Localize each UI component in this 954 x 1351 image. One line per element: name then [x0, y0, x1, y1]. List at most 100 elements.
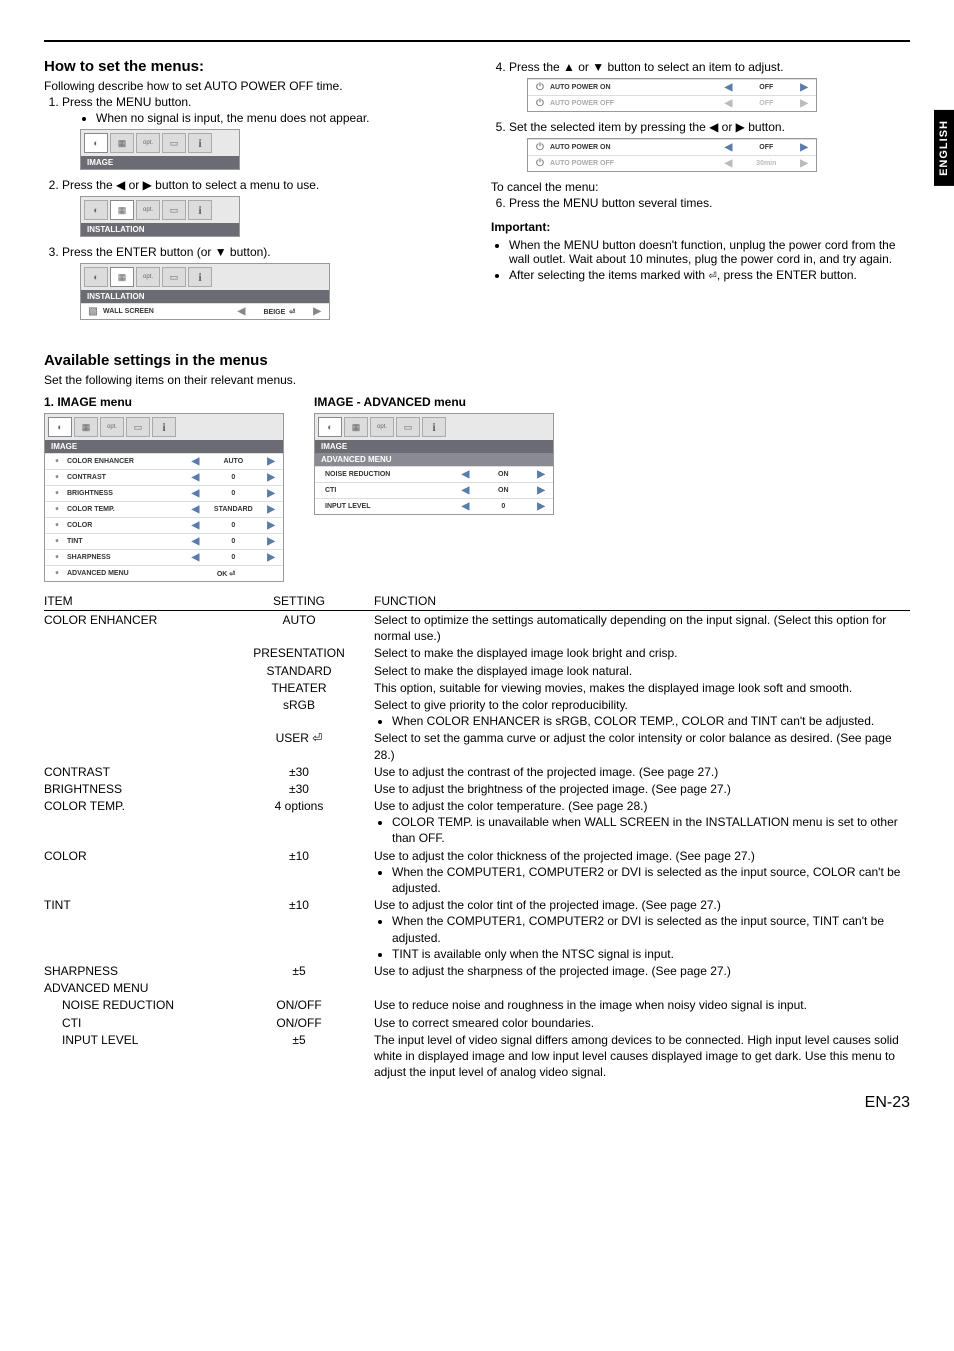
row-label: WALL SCREEN	[101, 308, 234, 315]
cell-item: INPUT LEVEL	[44, 1032, 234, 1081]
cell-item	[44, 663, 234, 679]
menu-a-title: 1. IMAGE menu	[44, 395, 284, 409]
settings-row: PRESENTATIONSelect to make the displayed…	[44, 645, 910, 661]
settings-row: USER ⏎Select to set the gamma curve or a…	[44, 730, 910, 762]
row-label: AUTO POWER OFF	[548, 100, 721, 107]
cancel-title: To cancel the menu:	[491, 180, 910, 194]
right-arrow-icon: ▶	[263, 456, 279, 467]
cell-function: Select to give priority to the color rep…	[364, 697, 910, 729]
important-2: After selecting the items marked with ⏎,…	[509, 268, 910, 282]
menu-row: •BRIGHTNESS◀0▶	[45, 485, 283, 501]
row-label: COLOR ENHANCER	[65, 458, 188, 465]
cell-item	[44, 680, 234, 696]
tab-icon	[100, 417, 124, 437]
right-column: Press the ▲ or ▼ button to select an ite…	[491, 58, 910, 328]
cell-setting: ±10	[234, 848, 364, 897]
wall-icon: ▧	[85, 306, 101, 317]
enter-icon: ⏎	[708, 271, 716, 282]
row-icon: •	[49, 536, 65, 547]
tab-icon	[136, 133, 160, 153]
cell-item: ADVANCED MENU	[44, 980, 234, 996]
intro-text: Following describe how to set AUTO POWER…	[44, 79, 463, 93]
row-value: 0	[203, 474, 263, 481]
left-arrow-icon: ◀	[721, 158, 737, 169]
tab-icon: ◐	[84, 133, 108, 153]
menu-row: ⏻ AUTO POWER ON ◀ OFF ▶	[528, 79, 816, 95]
menu-row: •SHARPNESS◀0▶	[45, 549, 283, 565]
tab-icon	[188, 133, 212, 153]
row-value: 0	[203, 554, 263, 561]
settings-row: COLOR ENHANCERAUTOSelect to optimize the…	[44, 612, 910, 644]
cell-item	[44, 697, 234, 729]
cell-function: Use to reduce noise and roughness in the…	[364, 997, 910, 1013]
menu-row: •ADVANCED MENUOK ⏎	[45, 565, 283, 581]
step-2: Press the ◀ or ▶ button to select a menu…	[62, 178, 463, 237]
page-number: EN-23	[44, 1094, 910, 1112]
right-arrow-icon: ▶	[263, 520, 279, 531]
function-bullet: When the COMPUTER1, COMPUTER2 or DVI is …	[392, 913, 910, 945]
menu-row: •COLOR ENHANCER◀AUTO▶	[45, 453, 283, 469]
tab-icon	[370, 417, 394, 437]
menu-row: •COLOR◀0▶	[45, 517, 283, 533]
tab-icon: ◐	[48, 417, 72, 437]
cell-setting: AUTO	[234, 612, 364, 644]
row-value: 30min	[736, 160, 796, 167]
cell-function: Use to adjust the color temperature. (Se…	[364, 798, 910, 847]
step-3: Press the ENTER button (or ▼ button). ◐ …	[62, 245, 463, 320]
menu-row: ⏻ AUTO POWER OFF ◀ OFF ▶	[528, 95, 816, 111]
cell-item: TINT	[44, 897, 234, 962]
row-value: AUTO	[203, 458, 263, 465]
row-value: 0	[203, 522, 263, 529]
cell-setting: ON/OFF	[234, 1015, 364, 1031]
row-label: TINT	[65, 538, 188, 545]
row-value: 0	[203, 490, 263, 497]
left-arrow-icon: ◀	[721, 98, 737, 109]
row-label: BRIGHTNESS	[65, 490, 188, 497]
row-label: CONTRAST	[65, 474, 188, 481]
heading-how-to-set: How to set the menus:	[44, 58, 463, 75]
right-arrow-icon: ▶	[533, 469, 549, 480]
tab-icon	[188, 267, 212, 287]
menu-row: INPUT LEVEL◀0▶	[315, 498, 553, 514]
function-bullet: When COLOR ENHANCER is sRGB, COLOR TEMP.…	[392, 713, 910, 729]
menu-row: CTI◀ON▶	[315, 482, 553, 498]
menu-row: ⏻ AUTO POWER OFF ◀ 30min ▶	[528, 155, 816, 171]
function-bullet: TINT is available only when the NTSC sig…	[392, 946, 910, 962]
menu-b-title: IMAGE - ADVANCED menu	[314, 395, 554, 409]
right-arrow-icon: ▶	[263, 552, 279, 563]
cell-setting: 4 options	[234, 798, 364, 847]
tab-icon: ▭	[162, 133, 186, 153]
cell-item: SHARPNESS	[44, 963, 234, 979]
right-arrow-icon: ▶	[263, 504, 279, 515]
cell-setting: ±5	[234, 1032, 364, 1081]
row-value: OK ⏎	[173, 570, 279, 578]
important-heading: Important:	[491, 220, 910, 234]
settings-row: STANDARDSelect to make the displayed ima…	[44, 663, 910, 679]
tab-icon: ▭	[126, 417, 150, 437]
settings-body: COLOR ENHANCERAUTOSelect to optimize the…	[44, 612, 910, 1080]
col-setting: SETTING	[234, 594, 364, 608]
row-value: ON	[473, 487, 533, 494]
cell-setting: ON/OFF	[234, 997, 364, 1013]
heading-available: Available settings in the menus	[44, 352, 910, 369]
tab-icon	[152, 417, 176, 437]
menu-row: •TINT◀0▶	[45, 533, 283, 549]
row-value: OFF	[736, 84, 796, 91]
cell-item: COLOR TEMP.	[44, 798, 234, 847]
cell-setting: STANDARD	[234, 663, 364, 679]
cell-item	[44, 645, 234, 661]
left-arrow-icon: ◀	[188, 488, 204, 499]
row-value: 0	[203, 538, 263, 545]
left-arrow-icon: ◀	[234, 306, 250, 317]
left-column: How to set the menus: Following describe…	[44, 58, 463, 328]
tab-icon: ◐	[84, 200, 108, 220]
power-icon: ⏻	[532, 98, 548, 109]
row-icon: •	[49, 472, 65, 483]
cell-setting: ±30	[234, 764, 364, 780]
row-icon: •	[49, 552, 65, 563]
row-label: NOISE REDUCTION	[319, 471, 458, 478]
step-1-bullet: When no signal is input, the menu does n…	[96, 111, 463, 125]
row-label: INPUT LEVEL	[319, 503, 458, 510]
row-icon: •	[49, 568, 65, 579]
cell-item: COLOR ENHANCER	[44, 612, 234, 644]
